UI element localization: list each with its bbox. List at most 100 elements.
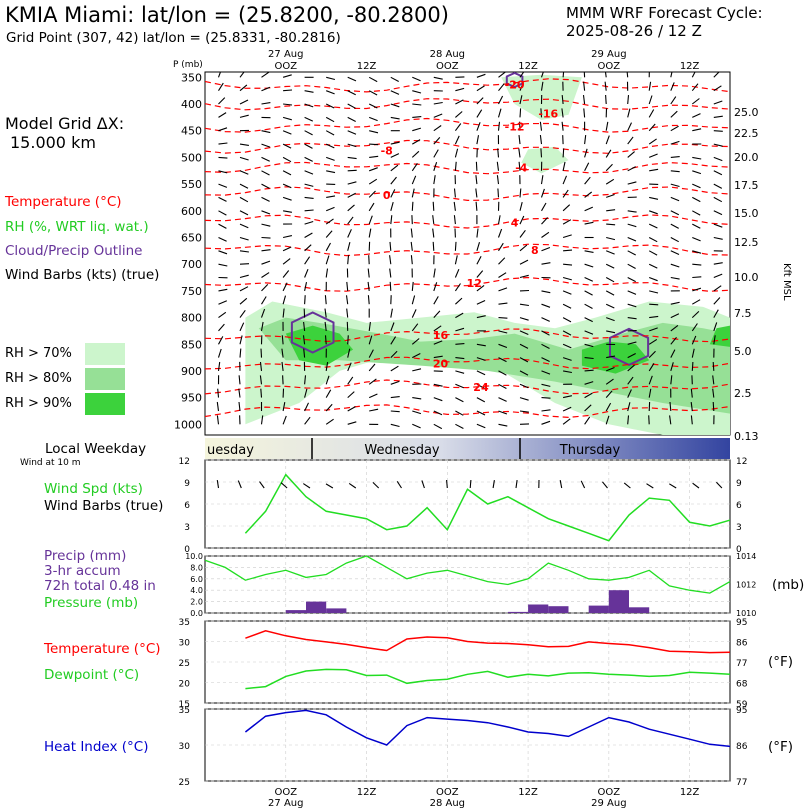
y-tick-label: 25 [179, 659, 190, 669]
wind-barb [369, 116, 378, 122]
wind-barb [218, 237, 227, 242]
wind-barb [670, 96, 677, 105]
wind-barb [325, 218, 334, 225]
wind-barb [412, 423, 421, 429]
wind-barb [649, 210, 658, 215]
wind-barb [690, 402, 693, 412]
isotherm-line [205, 186, 730, 202]
y-right-tick-label: 3 [736, 523, 742, 533]
wind-barb [346, 308, 349, 318]
cycle-line-2: 2025-08-26 / 12 Z [566, 22, 702, 40]
wind-barb [345, 295, 349, 305]
wind-barb [282, 246, 292, 252]
wind-barb [261, 102, 271, 105]
wind-barb [325, 389, 332, 398]
wind-barb [390, 76, 399, 82]
wind-barb [239, 322, 245, 332]
wind-barb [455, 357, 465, 360]
wind-barb [239, 196, 249, 203]
wind-barb [303, 348, 306, 358]
wind-barb [304, 103, 314, 108]
local-weekday-label: Local Weekday [45, 441, 147, 457]
wind-barb [239, 210, 249, 216]
wind-barb [347, 181, 357, 185]
rh-90-region [709, 325, 730, 347]
wind-barb [713, 285, 722, 292]
wind-barb [713, 130, 723, 132]
y-right-tick-label: 12 [736, 457, 747, 467]
wind-barb [476, 109, 483, 118]
wind-barb [455, 99, 464, 105]
wind-barb [605, 250, 615, 255]
wind-barb [584, 263, 594, 268]
wind-barb [541, 330, 550, 336]
wind-barb [605, 178, 615, 185]
precip-bar [528, 604, 549, 613]
wind-barb [498, 357, 507, 363]
wind-barb [713, 210, 723, 216]
wind-barb [218, 223, 227, 229]
wind-barb [712, 401, 715, 412]
wind-barb [469, 479, 472, 489]
wind-barb [433, 423, 443, 430]
wind-barb [216, 415, 220, 425]
wind-barb [713, 143, 723, 147]
wind-barb [282, 258, 291, 265]
wind-barb [347, 255, 350, 265]
y-right-tick-label: 95 [736, 618, 747, 628]
wind-barb [304, 375, 307, 385]
wind-barb [648, 109, 655, 118]
wind-barb [411, 175, 417, 185]
top-time-label: 12Z [680, 61, 700, 72]
pressure-label: Pressure (mb) [44, 595, 139, 611]
wind-barb [670, 210, 680, 216]
bottom-time-label: OOZ [598, 787, 621, 798]
wind-barb [455, 410, 464, 416]
wind-barb [421, 480, 425, 489]
wind-barb [390, 423, 400, 428]
wind-barb [304, 116, 314, 122]
wind-barb [519, 95, 523, 105]
pressure-tick-label: 450 [181, 125, 202, 138]
wind-barb [302, 335, 306, 345]
wind-barb [475, 161, 478, 171]
wind-barb [605, 263, 615, 269]
y-right-tick-label: 95 [736, 706, 747, 716]
wind-barb [239, 114, 249, 118]
wind-barb [281, 348, 284, 358]
wind-barb [303, 321, 306, 331]
wind-barb [669, 415, 672, 425]
wind-barb [627, 415, 630, 425]
wind-barb [670, 336, 677, 345]
wind-barb [606, 223, 616, 226]
wind-barb [519, 330, 529, 336]
wind-barb [433, 325, 442, 332]
y-tick-label: 30 [179, 639, 191, 649]
wind-barb [325, 418, 334, 425]
wind-barb [605, 121, 609, 131]
wind-barb [519, 343, 529, 349]
wind-barb [261, 260, 271, 265]
wind-barb [281, 361, 284, 371]
wind-barb [261, 296, 267, 305]
precip-bar [285, 610, 306, 613]
wind-barb [692, 196, 701, 203]
wind-barb [347, 116, 356, 122]
wind-barb [713, 223, 723, 228]
wind-barb [713, 156, 723, 162]
wind-barb [304, 268, 309, 278]
y-tick-label: 10.0 [185, 552, 203, 561]
wind-barb [648, 237, 658, 243]
weekday-label: uesday [207, 443, 254, 458]
wind-barb [649, 327, 658, 332]
wind-barb [282, 282, 288, 292]
wind-barb [347, 216, 354, 225]
wind-barb [304, 130, 313, 136]
y-right-tick-label: 77 [736, 778, 747, 788]
wind-barb [368, 228, 372, 238]
wind-barb [692, 263, 702, 266]
wind-barb [562, 406, 572, 412]
wind-barb [369, 408, 379, 412]
precip-bar [629, 607, 650, 613]
wind-barb [239, 156, 249, 161]
